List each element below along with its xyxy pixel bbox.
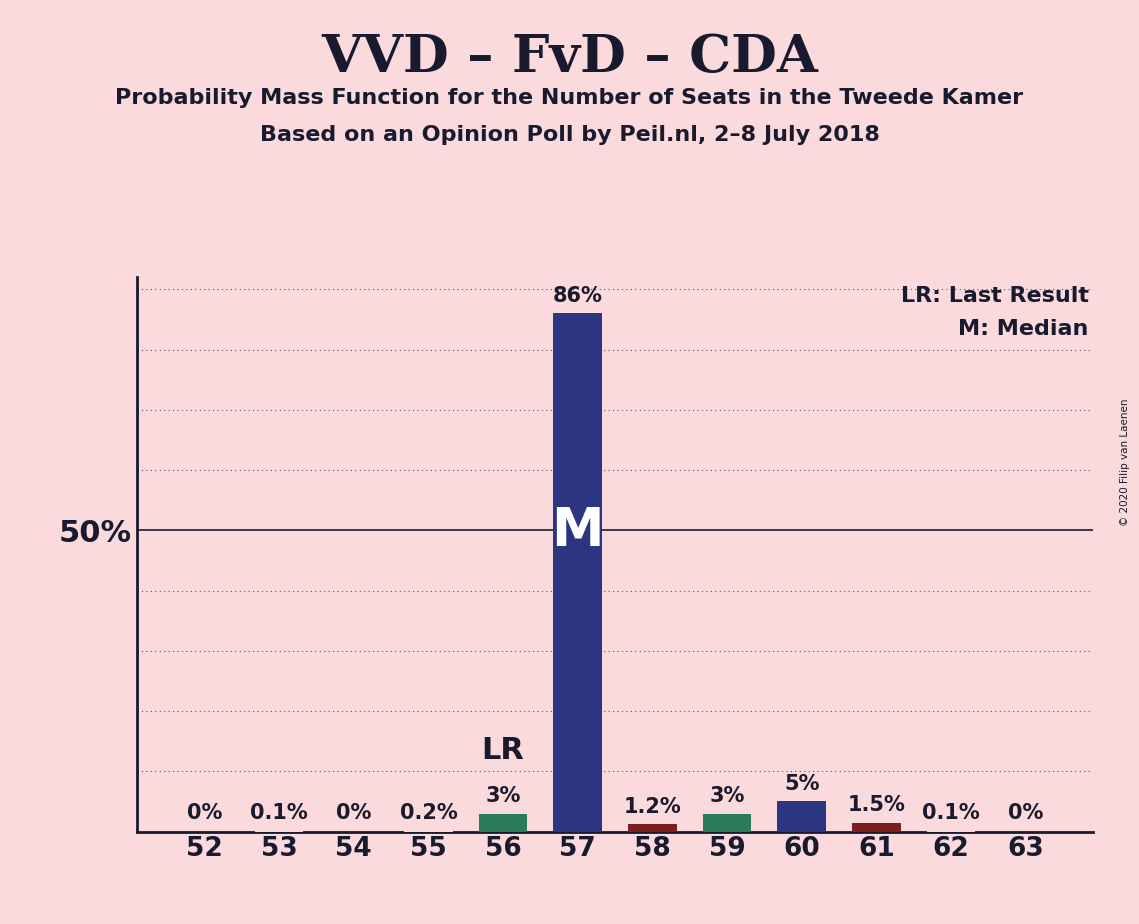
Bar (628, 824, 677, 832)
Bar (478, 813, 527, 832)
Text: M: M (551, 505, 604, 557)
Text: 3%: 3% (710, 786, 745, 807)
Text: 86%: 86% (552, 286, 603, 306)
Text: 0.1%: 0.1% (251, 803, 308, 822)
Text: 1.5%: 1.5% (847, 796, 906, 815)
Text: 1.2%: 1.2% (623, 797, 681, 817)
Text: 5%: 5% (784, 774, 819, 795)
Text: LR: Last Result: LR: Last Result (901, 286, 1089, 306)
Text: Probability Mass Function for the Number of Seats in the Tweede Kamer: Probability Mass Function for the Number… (115, 88, 1024, 108)
Text: Based on an Opinion Poll by Peil.nl, 2–8 July 2018: Based on an Opinion Poll by Peil.nl, 2–8… (260, 125, 879, 145)
Text: 0%: 0% (336, 803, 371, 822)
Text: M: Median: M: Median (958, 319, 1089, 339)
Bar (703, 813, 752, 832)
Text: 0.1%: 0.1% (923, 803, 980, 822)
Bar (404, 831, 452, 832)
Bar (778, 801, 826, 832)
Text: 0.2%: 0.2% (400, 803, 457, 822)
Text: 0%: 0% (1008, 803, 1043, 822)
Text: LR: LR (482, 736, 524, 765)
Text: 0%: 0% (187, 803, 222, 822)
Text: VVD – FvD – CDA: VVD – FvD – CDA (321, 32, 818, 83)
Text: 3%: 3% (485, 786, 521, 807)
Text: © 2020 Filip van Laenen: © 2020 Filip van Laenen (1121, 398, 1130, 526)
Bar (554, 313, 603, 832)
Bar (852, 822, 901, 832)
